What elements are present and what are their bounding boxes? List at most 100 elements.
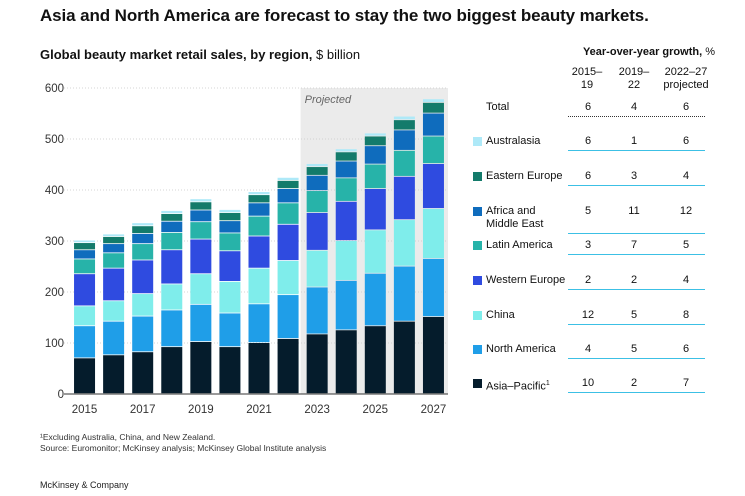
bar-2016-asia-pacific [103, 355, 125, 394]
growth-row-divider-australasia [568, 150, 705, 151]
bar-2023-eastern-europe [306, 167, 328, 175]
bar-2026-africa-and-middle-east [393, 130, 415, 150]
bar-2020-latin-america [219, 233, 241, 251]
bar-2019-western-europe [190, 239, 212, 274]
brand-name: McKinsey & Company [40, 480, 129, 490]
bar-2020-africa-and-middle-east [219, 221, 241, 233]
footnote: ¹Excluding Australia, China, and New Zea… [40, 432, 326, 454]
legend-swatch-latin-america [473, 241, 482, 250]
growth-value-asia-pacific-col3: 7 [682, 377, 690, 389]
bar-2023-north-america [306, 287, 328, 334]
y-tick-label-600: 600 [45, 83, 64, 95]
growth-row-divider-asia-pacific [568, 392, 705, 393]
x-tick-label-2021: 2021 [246, 404, 272, 416]
bar-2023-latin-america [306, 191, 328, 213]
bar-2022-latin-america [277, 203, 299, 224]
bar-2025-north-america [364, 273, 386, 326]
growth-col-head-2-line1: 2019– [618, 66, 650, 78]
bar-2026-china [393, 220, 415, 266]
bar-2023-australasia [306, 163, 328, 167]
bar-2016-latin-america [103, 253, 125, 268]
bar-2023-africa-and-middle-east [306, 175, 328, 191]
projected-label: Projected [305, 94, 352, 106]
growth-row-divider-eastern-europe [568, 185, 705, 186]
bar-2018-latin-america [161, 232, 183, 250]
bar-2019-asia-pacific [190, 341, 212, 394]
x-tick-label-2017: 2017 [130, 404, 156, 416]
x-tick-label-2019: 2019 [188, 404, 214, 416]
bar-2020-china [219, 281, 241, 313]
bar-2024-eastern-europe [335, 152, 357, 161]
bar-2025-western-europe [364, 188, 386, 230]
bar-2020-asia-pacific [219, 347, 241, 394]
growth-value-eastern-europe-col3: 4 [682, 170, 690, 182]
growth-value-china-col2: 5 [630, 309, 638, 321]
bar-2020-north-america [219, 313, 241, 347]
growth-value-africa-and-col2: 11 [628, 205, 640, 217]
bar-2026-western-europe [393, 176, 415, 220]
bar-2026-latin-america [393, 150, 415, 176]
bar-2023-western-europe [306, 212, 328, 250]
bar-2021-western-europe [248, 236, 270, 268]
legend-swatch-china [473, 311, 482, 320]
bar-2021-africa-and-middle-east [248, 203, 270, 216]
bar-2022-asia-pacific [277, 338, 299, 394]
growth-row-divider-western-europe [568, 289, 705, 290]
growth-value-australasia-col3: 6 [682, 135, 690, 147]
growth-row-label-africa-and: Africa and Middle East [486, 205, 544, 230]
bar-2024-western-europe [335, 201, 357, 241]
bar-2019-north-america [190, 304, 212, 342]
growth-value-asia-pacific-col2: 2 [630, 377, 638, 389]
bar-2017-latin-america [132, 244, 154, 260]
bar-2025-africa-and-middle-east [364, 146, 386, 164]
bar-2026-eastern-europe [393, 120, 415, 130]
bar-2015-asia-pacific [74, 358, 96, 394]
growth-value-total-col3: 6 [682, 101, 690, 113]
bar-2016-china [103, 301, 125, 321]
bar-2024-latin-america [335, 178, 357, 201]
bar-2024-australasia [335, 149, 357, 152]
growth-value-north-america-col3: 6 [682, 343, 690, 355]
x-tick-label-2015: 2015 [72, 404, 98, 416]
growth-row-divider-total [568, 116, 705, 117]
bar-2027-china [422, 208, 444, 259]
bar-2017-africa-and-middle-east [132, 233, 154, 244]
growth-row-divider-china [568, 324, 705, 325]
y-tick-label-400: 400 [45, 185, 64, 197]
bar-2025-australasia [364, 133, 386, 136]
bar-2018-eastern-europe [161, 213, 183, 221]
bar-2022-eastern-europe [277, 180, 299, 189]
bar-2022-africa-and-middle-east [277, 188, 299, 203]
bar-2018-western-europe [161, 250, 183, 284]
bar-2027-eastern-europe [422, 102, 444, 113]
growth-row-divider-latin-america [568, 254, 705, 255]
bar-2015-western-europe [74, 274, 96, 306]
footnote-line-1: ¹Excluding Australia, China, and New Zea… [40, 432, 216, 442]
bar-2021-latin-america [248, 216, 270, 236]
bar-2024-china [335, 241, 357, 280]
growth-value-western-europe-col3: 4 [682, 274, 690, 286]
growth-value-western-europe-col2: 2 [630, 274, 638, 286]
bar-2021-china [248, 268, 270, 304]
bar-2025-latin-america [364, 164, 386, 189]
bar-2016-eastern-europe [103, 236, 125, 244]
growth-row-divider-north-america [568, 358, 705, 359]
bar-2015-africa-and-middle-east [74, 250, 96, 259]
growth-value-total-col1: 6 [584, 101, 592, 113]
legend-swatch-asia-pacific [473, 379, 482, 388]
bar-2017-north-america [132, 316, 154, 352]
growth-value-latin-america-col2: 7 [630, 239, 638, 251]
growth-value-eastern-europe-col1: 6 [584, 170, 592, 182]
bar-2022-north-america [277, 295, 299, 339]
growth-row-label-western-europe: Western Europe [486, 274, 566, 286]
growth-value-north-america-col2: 5 [630, 343, 638, 355]
bar-2022-australasia [277, 177, 299, 181]
growth-row-label-asia-pacific: Asia–Pacific1 [486, 380, 550, 393]
y-tick-label-100: 100 [45, 338, 64, 350]
growth-value-china-col1: 12 [581, 309, 595, 321]
bar-2021-australasia [248, 192, 270, 195]
growth-value-latin-america-col3: 5 [682, 239, 690, 251]
bar-2017-asia-pacific [132, 352, 154, 394]
bar-2024-asia-pacific [335, 330, 357, 394]
growth-row-label-eastern-europe: Eastern Europe [486, 170, 563, 182]
